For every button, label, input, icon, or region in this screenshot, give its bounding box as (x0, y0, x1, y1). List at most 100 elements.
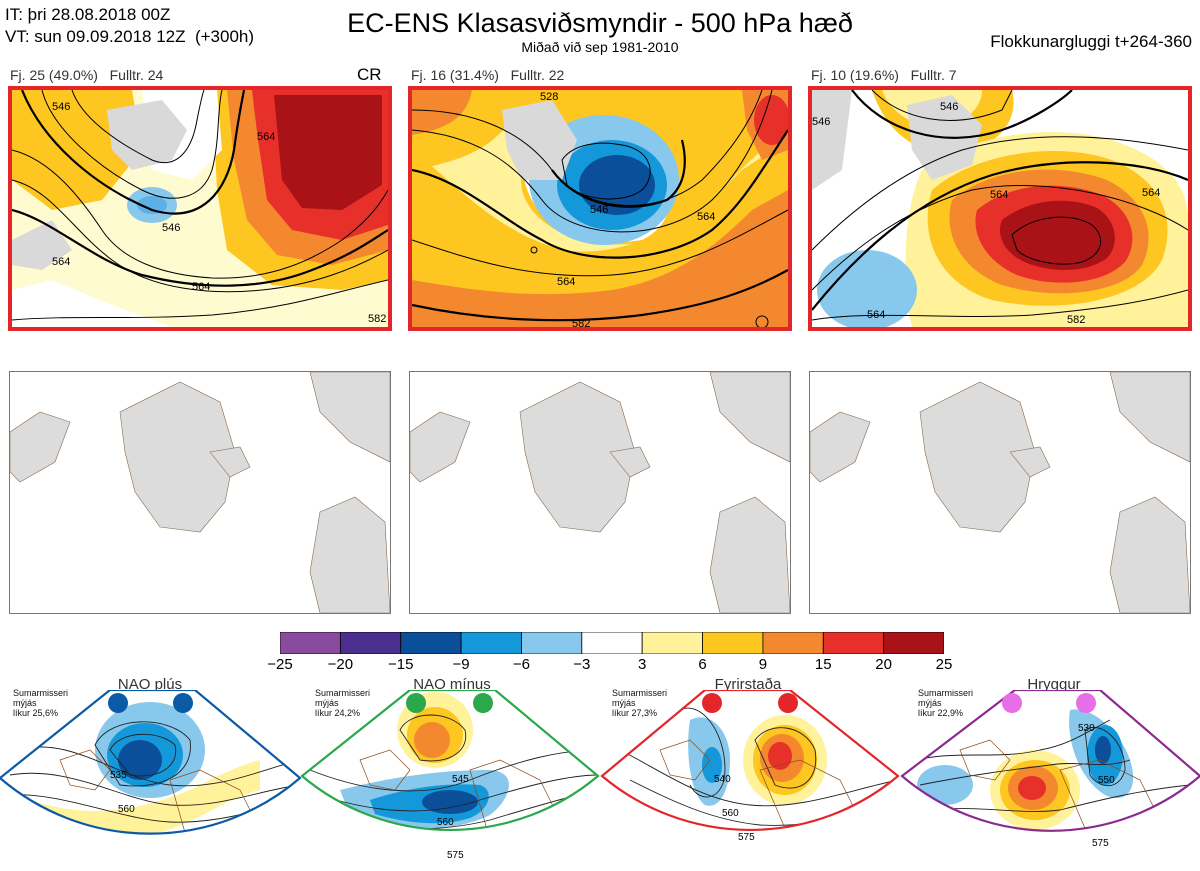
cluster-3-contour-label: 546 (812, 116, 830, 128)
cluster-3-contour-label: 564 (1142, 187, 1160, 199)
regime-4-name: Hryggur (1027, 676, 1081, 693)
cluster-1-members: Fulltr. 24 (109, 67, 164, 83)
regime-3-marker (702, 693, 722, 713)
cluster-3-contour-label: 564 (867, 309, 885, 321)
cluster-2-contour-label: 564 (697, 211, 715, 223)
cluster-1-map: 546 564 564 546 564 582 (8, 86, 392, 331)
colorbar-tick-label: −3 (573, 656, 591, 673)
regime-2-contour-label: 575 (447, 850, 464, 861)
colorbar-segment (883, 632, 944, 654)
cluster-1-fraction: Fj. 25 (49.0%) (10, 67, 98, 83)
cluster-2-contour-label: 564 (557, 276, 575, 288)
cluster-1-contour-label: 564 (52, 256, 70, 268)
cluster-1-contour-label: 582 (368, 313, 386, 325)
colorbar-tick-label: −25 (267, 656, 293, 673)
regime-1-name: NAO plús (117, 676, 183, 693)
blank-map-2 (409, 371, 791, 614)
cluster-1-flag: CR (357, 65, 382, 84)
season-label: Sumarmisseri (13, 688, 69, 698)
blank-map-1 (9, 371, 391, 614)
colorbar-tick-label: −15 (387, 656, 414, 673)
regime-3-contour-label: 540 (714, 774, 731, 785)
regime-3-season: Sumarmisseri mýjás líkur 27,3% (612, 688, 667, 718)
classification-window: Flokkunargluggi t+264-360 (990, 32, 1192, 51)
colorbar-tick-label: 20 (875, 656, 892, 673)
colorbar-tick-label: 25 (935, 656, 953, 673)
regime-3-marker (778, 693, 798, 713)
cluster-1-label: Fj. 25 (49.0%) Fulltr. 24 (10, 67, 163, 83)
season-label: Sumarmisseri (918, 688, 974, 698)
colorbar-segment (280, 632, 341, 654)
regime-2-contour-label: 560 (437, 817, 454, 828)
cluster-1-contour-label: 564 (257, 131, 275, 143)
cluster-3-contour-label: 564 (990, 189, 1008, 201)
cluster-2-contour-label: 546 (590, 204, 608, 216)
regime-3-contour-label: 560 (722, 808, 739, 819)
regime-2-name: NAO mínus (413, 676, 491, 693)
colorbar-segment (762, 632, 824, 654)
colorbar-tick-label: −20 (327, 656, 354, 673)
vt-line: VT: sun 09.09.2018 12Z (+300h) (5, 27, 255, 46)
season-label: mýjás (13, 698, 37, 708)
season-label: Sumarmisseri (612, 688, 668, 698)
colorbar-segment (400, 632, 462, 654)
colorbar-segment (641, 632, 703, 654)
colorbar-tick-label: 6 (698, 656, 707, 673)
season-label: líkur 27,3% (612, 708, 658, 718)
season-label: líkur 24,2% (315, 708, 361, 718)
regime-2-season: Sumarmisseri mýjás líkur 24,2% (315, 688, 370, 718)
cluster-1-contour-label: 564 (192, 281, 210, 293)
cluster-3-map: 546 564 564 546 564 582 (808, 86, 1192, 331)
season-label: mýjás (315, 698, 339, 708)
page-subtitle: Miðað við sep 1981-2010 (521, 39, 679, 55)
season-label: líkur 22,9% (918, 708, 964, 718)
regime-3-name: Fyrirstaða (714, 676, 782, 693)
header-times: IT: þri 28.08.2018 00Z VT: sun 09.09.2018… (5, 4, 254, 48)
regime-4-contour-label: 530 (1078, 723, 1095, 734)
colorbar-segment (339, 632, 402, 654)
cluster-3-contour-label: 582 (1067, 314, 1085, 326)
regime-4-marker (1076, 693, 1096, 713)
cluster-2-contour-label: 582 (572, 318, 590, 327)
page-title: EC-ENS Klasasviðsmyndir - 500 hPa hæð (347, 8, 853, 38)
regime-2-contour-label: 545 (452, 774, 469, 785)
cluster-2-label: Fj. 16 (31.4%) Fulltr. 22 (411, 67, 564, 83)
regime-2-frame (300, 690, 600, 832)
season-label: mýjás (612, 698, 636, 708)
regime-4-map (902, 690, 1200, 831)
colorbar-tick-label: −6 (512, 656, 530, 673)
colorbar-segment (581, 632, 643, 654)
regime-3-map (602, 690, 898, 830)
regime-4-marker (1002, 693, 1022, 713)
regime-maps: 535 560 545 560 575 (0, 690, 1200, 861)
season-label: Sumarmisseri (315, 688, 371, 698)
colorbar-tick-label: 3 (638, 656, 647, 673)
season-label: líkur 25,6% (13, 708, 59, 718)
regime-1-marker (108, 693, 128, 713)
regime-1-marker (173, 693, 193, 713)
regime-1-contour-label: 560 (118, 804, 135, 815)
regime-1-frame (0, 690, 302, 835)
cluster-2-members: Fulltr. 22 (510, 67, 565, 83)
regime-1-contour-label: 535 (110, 770, 127, 781)
blank-map-3 (809, 371, 1191, 614)
cluster-1-contour-label: 546 (52, 101, 70, 113)
colorbar-tick-label: 9 (758, 656, 768, 673)
colorbar (280, 632, 944, 654)
regime-4-frame (900, 690, 1200, 832)
regime-3-frame (600, 690, 900, 832)
colorbar-segment (822, 632, 885, 654)
colorbar-segment (702, 632, 764, 654)
cluster-2-map: 528 546 564 564 582 (408, 86, 792, 331)
season-label: mýjás (918, 698, 942, 708)
colorbar-segment (521, 632, 583, 654)
cluster-3-label: Fj. 10 (19.6%) Fulltr. 7 (811, 67, 957, 83)
cluster-2-fraction: Fj. 16 (31.4%) (411, 67, 499, 83)
regime-4-contour-label: 575 (1092, 838, 1109, 849)
regime-1-season: Sumarmisseri mýjás líkur 25,6% (13, 688, 68, 718)
it-line: IT: þri 28.08.2018 00Z (5, 5, 171, 24)
cluster-1-contour-label: 546 (162, 222, 180, 234)
colorbar-tick-label: −9 (452, 656, 470, 673)
colorbar-tick-label: 15 (814, 656, 832, 673)
colorbar-segment (460, 632, 522, 654)
